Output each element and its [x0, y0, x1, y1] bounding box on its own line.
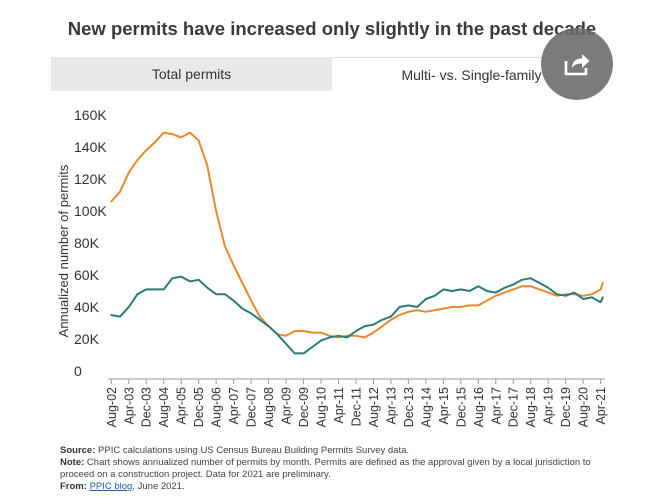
- from-note: From: PPIC blog, June 2021.: [60, 481, 185, 492]
- x-tick-label: Dec-15: [454, 387, 468, 427]
- y-tick-label: 160K: [74, 107, 107, 123]
- x-tick-label: Dec-13: [402, 387, 416, 427]
- share-button[interactable]: [541, 28, 613, 100]
- y-tick-label: 120K: [74, 171, 107, 187]
- ppic-blog-link[interactable]: PPIC blog: [89, 481, 133, 492]
- x-tick-label: Aug-18: [524, 387, 538, 427]
- x-tick-label: Aug-02: [105, 387, 119, 427]
- x-tick-label: Apr-05: [175, 387, 189, 425]
- x-tick-label: Dec-19: [559, 387, 573, 427]
- source-note: Source: PPIC calculations using US Censu…: [60, 445, 410, 456]
- x-tick-label: Aug-20: [577, 387, 591, 427]
- x-tick-label: Apr-09: [280, 387, 294, 425]
- y-tick-label: 80K: [74, 235, 100, 251]
- x-tick-label: Dec-17: [507, 387, 521, 427]
- y-tick-label: 20K: [74, 331, 100, 347]
- x-tick-label: Apr-03: [122, 387, 136, 425]
- x-tick-label: Apr-13: [384, 387, 398, 425]
- x-tick-label: Apr-15: [437, 387, 451, 425]
- x-tick-label: Aug-04: [157, 387, 171, 427]
- series-line-single-family: [110, 131, 604, 339]
- x-tick-label: Apr-17: [489, 387, 503, 425]
- x-tick-label: Aug-16: [472, 387, 486, 427]
- x-tick-label: Dec-03: [140, 387, 154, 427]
- chart-notes: Source: PPIC calculations using US Censu…: [60, 445, 620, 493]
- x-tick-label: Aug-06: [210, 387, 224, 427]
- x-tick-label: Apr-21: [594, 387, 608, 425]
- x-tick-label: Apr-19: [542, 387, 556, 425]
- x-tick-label: Apr-07: [227, 387, 241, 425]
- x-tick-label: Aug-10: [315, 387, 329, 427]
- y-tick-label: 140K: [74, 139, 107, 155]
- note-text: Note: Chart shows annualized number of p…: [60, 457, 591, 480]
- y-tick-label: 0: [74, 363, 82, 379]
- chart-title: New permits have increased only slightly…: [67, 18, 597, 39]
- y-axis-label: Annualized number of permits: [56, 164, 71, 337]
- tab-total-permits[interactable]: Total permits: [51, 57, 332, 91]
- line-chart: 0 20K 40K 60K 80K 100K 120K 140K 160K Annualized …: [56, 107, 608, 427]
- x-tick-label: Dec-09: [297, 387, 311, 427]
- x-tick-label: Aug-12: [367, 387, 381, 427]
- x-tick-label: Dec-11: [349, 387, 363, 426]
- x-tick-label: Apr-11: [332, 387, 346, 424]
- series-line-multi-family: [110, 275, 604, 355]
- x-tick-label: Dec-07: [245, 387, 259, 427]
- x-tick-label: Aug-14: [419, 387, 433, 427]
- share-arrow-icon: [564, 54, 590, 76]
- y-tick-label: 100K: [74, 203, 107, 219]
- x-tick-label: Aug-08: [262, 387, 276, 427]
- y-tick-label: 60K: [74, 267, 100, 283]
- y-tick-label: 40K: [74, 299, 100, 315]
- x-tick-label: Dec-05: [192, 387, 206, 427]
